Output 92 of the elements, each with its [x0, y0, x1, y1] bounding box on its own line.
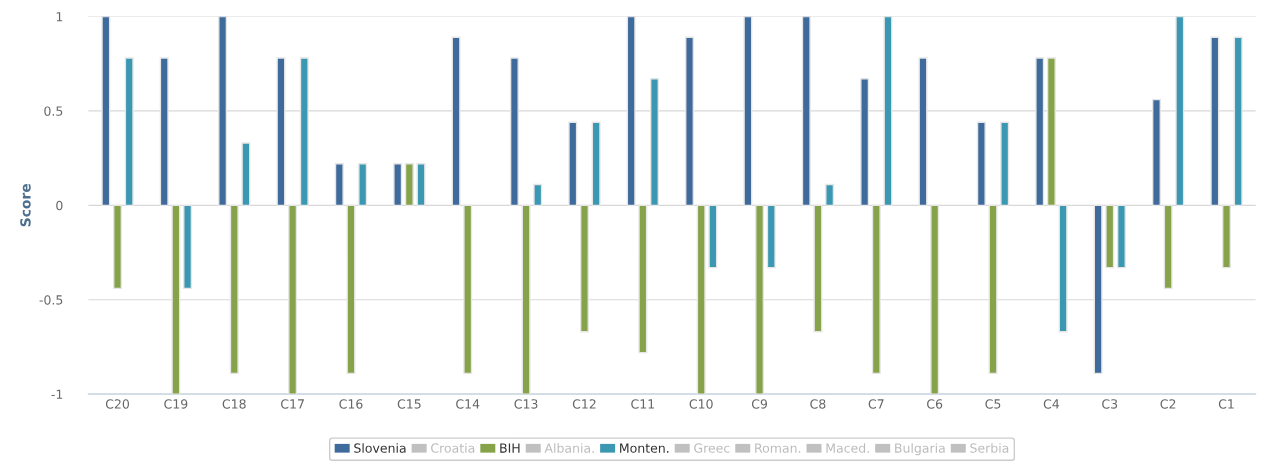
y-tick-label: 1: [56, 12, 63, 22]
bar: [1210, 36, 1220, 207]
bar: [463, 204, 473, 375]
bar: [650, 78, 659, 207]
x-tick-label: C13: [514, 399, 538, 409]
bar: [288, 204, 298, 395]
x-tick-label: C1: [1218, 399, 1234, 409]
y-tick-label: 0.5: [44, 106, 63, 116]
x-tick-label: C6: [927, 399, 943, 409]
bar: [1175, 16, 1185, 207]
bar: [801, 16, 811, 207]
bar: [1163, 204, 1173, 290]
bar: [393, 163, 403, 207]
x-tick-label: C3: [1102, 399, 1118, 409]
bar: [568, 121, 578, 207]
bar: [404, 163, 414, 207]
y-tick-label: -0.5: [39, 295, 63, 305]
legend-label: Croatia: [431, 443, 475, 453]
bar: [218, 16, 228, 207]
y-tick-label: -1: [51, 389, 63, 399]
bar: [183, 204, 193, 290]
bar: [930, 204, 940, 395]
x-tick-label: C19: [164, 399, 188, 409]
bar: [860, 78, 870, 207]
bar: [813, 204, 823, 333]
bar: [1058, 204, 1068, 333]
x-tick-label: C10: [689, 399, 713, 409]
x-tick-label: C16: [339, 399, 363, 409]
legend-label: Albania.: [544, 443, 594, 453]
bar: [509, 57, 519, 207]
bar: [113, 204, 123, 290]
bar: [708, 204, 718, 269]
bar: [591, 121, 601, 207]
bar: [766, 204, 776, 269]
bar: [533, 183, 543, 207]
x-tick-label: C5: [985, 399, 1001, 409]
bar: [1105, 204, 1115, 269]
bar: [1035, 57, 1045, 207]
bar: [101, 16, 111, 207]
bar: [171, 204, 181, 395]
bar: [334, 163, 344, 207]
bar: [1000, 121, 1010, 207]
x-tick-label: C20: [105, 399, 130, 409]
legend-label: BIH: [500, 443, 520, 453]
x-tick-label: C17: [281, 399, 304, 409]
bar: [626, 16, 636, 207]
bar: [1222, 204, 1231, 269]
bar: [1093, 204, 1103, 375]
bar: [1116, 204, 1126, 269]
bar: [416, 163, 426, 207]
legend-label: Greec: [694, 443, 730, 453]
x-tick-label: C4: [1043, 399, 1060, 409]
legend-label: Bulgaria: [895, 443, 945, 456]
x-tick-label: C12: [572, 399, 596, 409]
x-tick-label: C9: [751, 399, 768, 409]
x-tick-label: C7: [868, 399, 884, 409]
bar: [871, 204, 881, 375]
bar: [638, 204, 648, 354]
x-tick-label: C2: [1160, 399, 1176, 409]
bar: [159, 57, 169, 207]
bar: [124, 57, 134, 207]
bar: [976, 121, 986, 207]
x-tick-label: C8: [810, 399, 826, 409]
bar: [743, 16, 753, 207]
x-tick-label: C14: [456, 399, 480, 409]
y-tick-label: 0: [56, 200, 63, 211]
bar: [579, 204, 589, 333]
bar: [696, 204, 706, 395]
bar: [521, 204, 531, 395]
bar: [988, 204, 998, 375]
y-axis-title: Score: [20, 183, 31, 227]
bar: [755, 204, 765, 395]
bar: [685, 36, 695, 207]
bar: [883, 16, 893, 207]
bar: [1046, 57, 1056, 207]
bar: [1233, 36, 1243, 207]
bar: [1151, 98, 1161, 207]
bar: [451, 36, 461, 207]
legend-label: Serbia: [970, 443, 1009, 453]
x-tick-label: C11: [631, 399, 654, 409]
bar: [276, 57, 286, 207]
bar: [299, 57, 309, 207]
legend-label: Roman.: [755, 443, 801, 453]
x-tick-label: C15: [397, 399, 421, 409]
bar: [229, 204, 239, 375]
legend-label: Slovenia: [354, 443, 406, 453]
bar: [241, 142, 251, 207]
legend-label: Maced.: [826, 443, 869, 453]
legend-label: Monten.: [620, 443, 669, 453]
bar: [358, 163, 368, 207]
x-tick-label: C18: [222, 399, 246, 409]
bar: [825, 183, 835, 207]
